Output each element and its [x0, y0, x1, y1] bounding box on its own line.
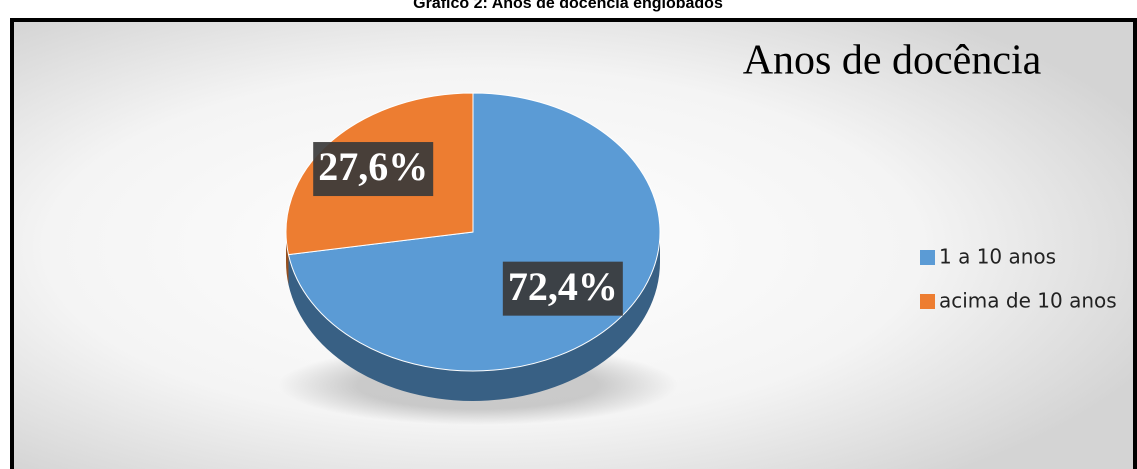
legend-label: 1 a 10 anos: [939, 245, 1056, 269]
legend-swatch: [920, 250, 935, 265]
legend-label: acima de 10 anos: [939, 289, 1117, 313]
data-label-box: [313, 142, 434, 197]
pie: [285, 92, 661, 402]
chart-title: Anos de docência: [743, 38, 1042, 84]
legend: 1 a 10 anos acima de 10 anos: [920, 245, 1117, 313]
caption: Gráfico 2: Anos de docência englobados: [413, 0, 723, 12]
data-labels: 72,4% 27,6%: [313, 142, 623, 316]
data-label: 72,4%: [508, 264, 618, 309]
legend-swatch: [920, 294, 935, 309]
pie-side: [288, 232, 660, 402]
data-label-box: [502, 261, 623, 316]
data-label: 27,6%: [318, 144, 428, 189]
